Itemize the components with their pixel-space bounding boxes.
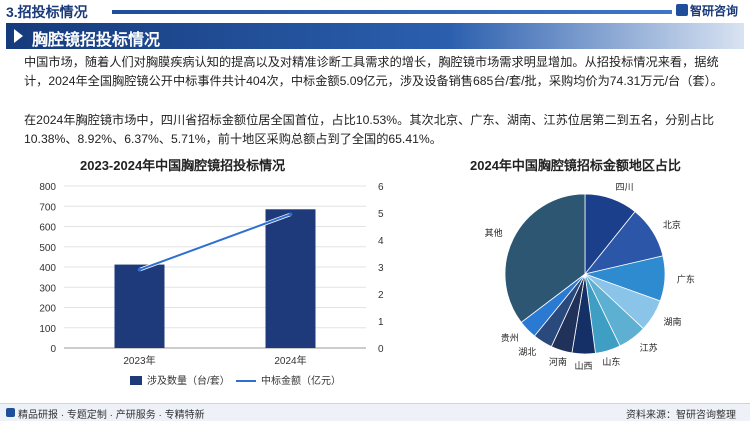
line-point — [288, 212, 293, 217]
pie-label: 湖南 — [664, 316, 682, 327]
footer-bar: 精品研报 · 专题定制 · 产研服务 · 专精特新 资料来源：智研咨询整理 — [0, 403, 750, 421]
pie-label: 北京 — [663, 219, 681, 230]
bar-line-chart: 0 100 200 300 400 500 600 700 800 0 1 2 3 4 5 6 2023年 202… — [39, 182, 384, 387]
region-paragraph: 在2024年胸腔镜市场中，四川省招标金额位居全国首位，占比10.53%。其次北京… — [24, 113, 715, 146]
y-left-tick-label: 800 — [39, 182, 56, 193]
intro-paragraph: 中国市场，随着人们对胸膜疾病认知的提高以及对精准诊断工具需求的增长，胸腔镜市场需… — [24, 55, 723, 88]
y-right-tick-label: 1 — [378, 317, 384, 328]
pie-label: 广东 — [677, 273, 695, 284]
pie-label: 河南 — [549, 356, 567, 367]
line-series — [139, 213, 291, 271]
y-right-tick-label: 4 — [378, 236, 384, 247]
y-left-tick-label: 100 — [39, 324, 56, 335]
pie-chart-title: 2024年中国胸腔镜招标金额地区占比 — [470, 158, 681, 173]
top-bar: 3.招投标情况 智研咨询 — [0, 0, 750, 22]
pie-label: 山西 — [574, 361, 592, 371]
brand-logo-icon — [676, 4, 688, 16]
bar — [114, 264, 165, 348]
pie-slice — [504, 193, 586, 323]
pie-label: 山东 — [602, 356, 620, 367]
pie-label: 江苏 — [640, 342, 658, 353]
y-left-tick-label: 200 — [39, 304, 56, 315]
pie-label: 四川 — [615, 182, 633, 192]
y-left-tick-label: 700 — [39, 202, 56, 213]
line-point — [137, 267, 142, 272]
y-right-tick-label: 5 — [378, 209, 384, 220]
y-left-tick-label: 400 — [39, 263, 56, 274]
data-source: 资料来源：智研咨询整理 — [626, 410, 736, 421]
arrow-icon — [14, 29, 23, 43]
pie-label: 贵州 — [501, 332, 519, 343]
y-right-tick-label: 3 — [378, 263, 384, 274]
bar — [265, 209, 316, 348]
bar-chart-title: 2023-2024年中国胸腔镜招投标情况 — [80, 158, 286, 173]
section-title: 3.招投标情况 — [6, 4, 88, 20]
x-tick-label: 2023年 — [123, 354, 155, 367]
y-left-tick-label: 600 — [39, 223, 56, 234]
banner-title: 胸腔镜招投标情况 — [32, 32, 161, 49]
legend-bar-swatch — [130, 376, 142, 385]
x-tick-label: 2024年 — [274, 354, 306, 367]
legend-bar-label: 涉及数量（台/套） — [147, 374, 230, 387]
y-left-tick-label: 500 — [39, 243, 56, 254]
y-right-tick-label: 2 — [378, 290, 384, 301]
footer-icon — [6, 408, 15, 417]
title-banner: 胸腔镜招投标情况 — [6, 23, 744, 49]
y-left-tick-label: 0 — [50, 344, 56, 355]
brand-name: 智研咨询 — [690, 4, 739, 18]
pie-label: 其他 — [485, 227, 503, 238]
footer-tagline: 精品研报 · 专题定制 · 产研服务 · 专精特新 — [18, 410, 205, 421]
pie-label: 湖北 — [518, 347, 536, 357]
y-left-tick-label: 300 — [39, 283, 56, 294]
y-right-tick-label: 6 — [378, 182, 384, 193]
legend-line-label: 中标金额（亿元） — [261, 374, 341, 387]
y-right-tick-label: 0 — [378, 344, 384, 355]
header-stripe — [112, 10, 672, 14]
